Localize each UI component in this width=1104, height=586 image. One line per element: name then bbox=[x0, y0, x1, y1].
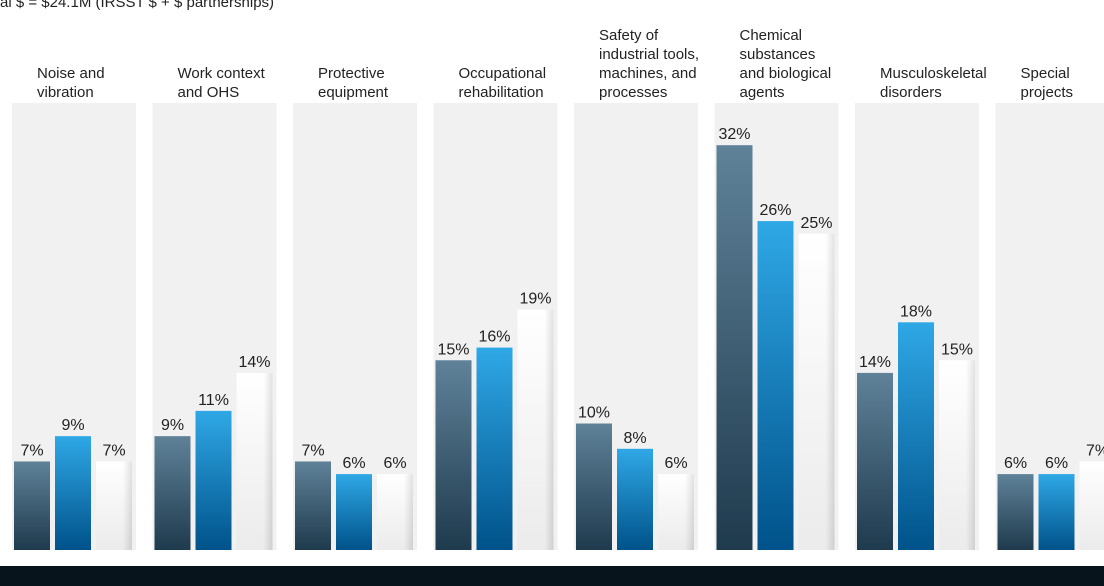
data-label: 15% bbox=[941, 341, 973, 358]
bar-chart: Noise and vibration 7% 9% 7% Work context and … bbox=[12, 27, 1104, 550]
bar-series-1 bbox=[435, 360, 472, 550]
data-label: 9% bbox=[161, 417, 184, 434]
bar-series-2 bbox=[898, 322, 934, 550]
data-label: 15% bbox=[437, 341, 469, 358]
bar-series-3-shade bbox=[939, 360, 975, 550]
bar-series-3-shade bbox=[377, 474, 413, 550]
category-label: Protective equipment bbox=[318, 65, 389, 101]
bar-series-2 bbox=[757, 221, 794, 550]
data-label: 32% bbox=[718, 126, 750, 143]
bar-series-1 bbox=[716, 145, 753, 550]
bar-series-2 bbox=[476, 347, 513, 550]
data-label: 7% bbox=[1086, 442, 1104, 459]
data-label: 25% bbox=[800, 215, 832, 232]
category-label: Noise and vibration bbox=[37, 65, 105, 101]
footer-band bbox=[0, 566, 1104, 586]
data-label: 19% bbox=[519, 291, 551, 308]
data-label: 11% bbox=[198, 392, 229, 409]
bar-series-3-shade bbox=[96, 461, 132, 550]
category-label: Safety of industrial tools, machines, and p… bbox=[599, 27, 699, 101]
bar-series-1 bbox=[295, 461, 331, 550]
data-label: 14% bbox=[238, 354, 270, 371]
category-label: Chemical substances and biological agents bbox=[740, 27, 832, 101]
data-label: 18% bbox=[900, 303, 932, 320]
bar-series-1 bbox=[857, 372, 893, 550]
bar-series-1 bbox=[154, 436, 191, 550]
bar-series-1 bbox=[14, 461, 50, 550]
data-label: 14% bbox=[859, 354, 891, 371]
bar-series-2 bbox=[617, 448, 653, 550]
data-label: 7% bbox=[102, 442, 125, 459]
category-label: Special projects bbox=[1021, 65, 1074, 101]
bar-series-2 bbox=[336, 474, 372, 550]
bar-series-3-shade bbox=[1079, 461, 1104, 550]
data-label: 7% bbox=[301, 442, 324, 459]
bar-series-1 bbox=[997, 474, 1034, 550]
data-label: 7% bbox=[20, 442, 43, 459]
data-label: 6% bbox=[383, 455, 406, 472]
category-label: Musculoskeletal disorders bbox=[880, 65, 987, 101]
bar-series-2 bbox=[1038, 474, 1075, 550]
bar-series-1 bbox=[576, 423, 612, 550]
data-label: 8% bbox=[623, 430, 646, 447]
chart-subtitle: al $ = $24.1M (IRSST $ + $ partnerships) bbox=[0, 0, 275, 11]
data-label: 10% bbox=[578, 405, 610, 422]
bar-series-3-shade bbox=[658, 474, 694, 550]
data-label: 6% bbox=[1004, 455, 1027, 472]
data-label: 6% bbox=[664, 455, 687, 472]
bar-series-3-shade bbox=[798, 233, 835, 550]
bar-series-2 bbox=[55, 436, 91, 550]
category-label: Occupational rehabilitation bbox=[459, 65, 547, 101]
bar-series-2 bbox=[195, 410, 232, 550]
data-label: 6% bbox=[342, 455, 365, 472]
bar-series-3-shade bbox=[236, 372, 273, 550]
category-label: Work context and OHS bbox=[178, 65, 266, 101]
data-label: 26% bbox=[759, 202, 791, 219]
data-label: 16% bbox=[478, 329, 510, 346]
data-label: 9% bbox=[61, 417, 84, 434]
data-label: 6% bbox=[1045, 455, 1068, 472]
bar-series-3-shade bbox=[517, 309, 554, 550]
